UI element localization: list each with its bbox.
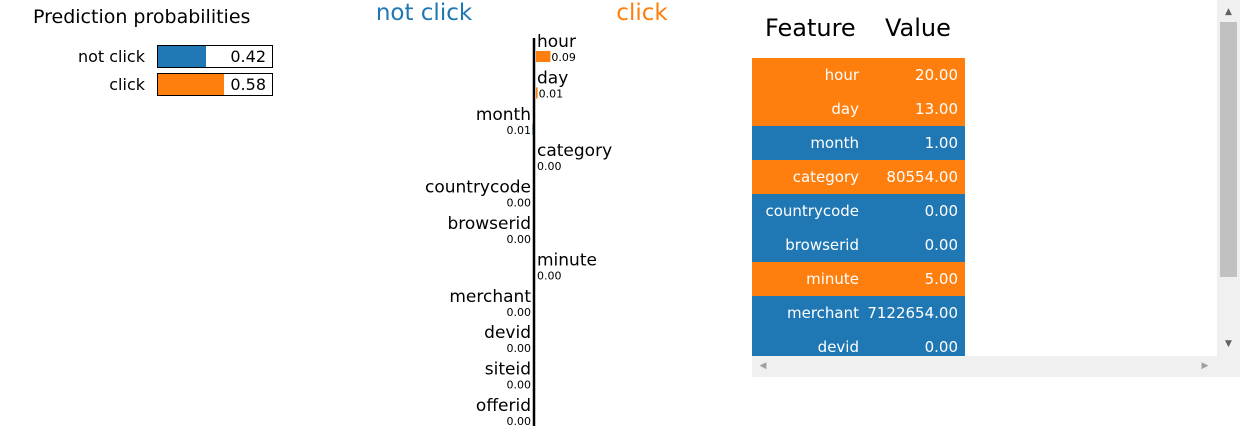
feature-value: 0.00 [507, 306, 532, 319]
proba-title: Prediction probabilities [33, 6, 251, 28]
feature-label: category [537, 141, 612, 161]
feature-label: day [537, 68, 568, 88]
table-cell-value: 1.00 [924, 134, 958, 152]
table-cell-value: 0.00 [924, 236, 958, 254]
feature-label: merchant [449, 287, 531, 307]
feature-bar [536, 51, 551, 62]
feature-value: 0.00 [507, 233, 532, 246]
table-row: merchant 7122654.00 [752, 296, 965, 330]
table-cell-value: 7122654.00 [867, 304, 958, 322]
proba-bar: 0.42 [157, 45, 273, 68]
explanation-chart-svg: not click clickhour0.09day0.01month0.01ca… [376, 0, 669, 428]
feature-label: offerid [476, 396, 531, 416]
scroll-up-icon[interactable]: ▲ [1225, 7, 1232, 17]
table-cell-value: 5.00 [924, 270, 958, 288]
proba-fill [158, 46, 206, 67]
proba-bar: 0.58 [157, 73, 273, 96]
proba-row-not-click: not click 0.42 [0, 45, 290, 69]
scroll-thumb[interactable] [1220, 22, 1237, 277]
table-cell-value: 0.00 [924, 338, 958, 356]
feature-label: month [476, 105, 531, 125]
class-label-positive: click [616, 0, 668, 26]
feature-value: 0.09 [551, 51, 576, 64]
vertical-scrollbar[interactable]: ▲ ▼ [1217, 0, 1240, 356]
table-cell-value: 13.00 [915, 100, 958, 118]
table-cell-feature: countrycode [765, 202, 859, 220]
feature-value: 0.00 [507, 415, 532, 428]
feature-value: 0.00 [537, 160, 562, 173]
feature-value: 0.00 [507, 197, 532, 210]
table-row: hour 20.00 [752, 58, 965, 92]
feature-bar [536, 87, 538, 99]
table-cell-feature: hour [824, 66, 859, 84]
feature-label: devid [484, 323, 531, 343]
table-cell-feature: category [792, 168, 859, 186]
feature-label: countrycode [425, 178, 531, 198]
horizontal-scrollbar[interactable]: ◀ ▶ [752, 356, 1217, 377]
scroll-down-icon[interactable]: ▼ [1225, 339, 1232, 349]
feature-value-table[interactable]: Feature Value hour 20.00 day 13.00 month 1.00… [752, 0, 1217, 356]
table-cell-feature: merchant [786, 304, 859, 322]
table-cell-feature: browserid [785, 236, 859, 254]
class-label-negative: not click [376, 0, 473, 26]
proba-fill [158, 74, 225, 95]
feature-value: 0.00 [507, 379, 532, 392]
table-cell-feature: day [831, 100, 859, 118]
table-row: countrycode 0.00 [752, 194, 965, 228]
feature-label: siteid [485, 360, 531, 380]
table-cell-value: 80554.00 [886, 168, 958, 186]
prediction-probabilities: Prediction probabilities not click 0.42 … [0, 0, 300, 110]
table-row: category 80554.00 [752, 160, 965, 194]
scroll-left-icon[interactable]: ◀ [759, 361, 767, 371]
table-header: Feature Value [752, 14, 966, 50]
feature-value: 0.00 [507, 342, 532, 355]
table-row: day 13.00 [752, 92, 965, 126]
feature-value: 0.01 [539, 87, 564, 100]
table-cell-value: 20.00 [915, 66, 958, 84]
table-cell-feature: devid [817, 338, 859, 356]
feature-label: minute [537, 250, 597, 270]
table-cell-value: 0.00 [924, 202, 958, 220]
explanation-chart: not click click hour 0.09 day 0.01 month 0.01 ca… [360, 0, 740, 440]
table-header-feature: Feature [765, 14, 856, 42]
table-row: devid 0.00 [752, 330, 965, 356]
feature-value: 0.01 [507, 124, 532, 137]
feature-label: hour [537, 32, 576, 52]
proba-value: 0.42 [230, 47, 266, 66]
table-row: minute 5.00 [752, 262, 965, 296]
table-header-value: Value [885, 14, 951, 42]
proba-label: not click [77, 47, 145, 66]
table-row: month 1.00 [752, 126, 965, 160]
scrollbar-corner [1217, 356, 1240, 377]
table-cell-feature: month [810, 134, 859, 152]
proba-value: 0.58 [230, 75, 266, 94]
scroll-right-icon[interactable]: ▶ [1201, 361, 1209, 371]
proba-label: click [109, 75, 145, 94]
feature-label: browserid [447, 214, 531, 234]
feature-value: 0.00 [537, 269, 562, 282]
proba-row-click: click 0.58 [0, 73, 290, 97]
table-cell-feature: minute [806, 270, 859, 288]
table-row: browserid 0.00 [752, 228, 965, 262]
